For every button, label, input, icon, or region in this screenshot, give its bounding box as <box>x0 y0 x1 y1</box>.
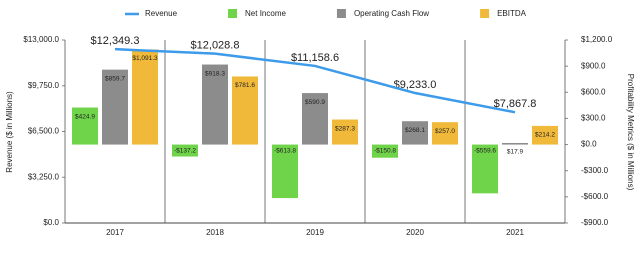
y2-tick-label: -$300.0 <box>581 166 609 175</box>
bar-value-label: $1,091.3 <box>132 55 158 62</box>
bar-value-label: -$559.6 <box>474 147 496 154</box>
y-tick-label: $9,750.0 <box>28 81 60 90</box>
line-value-label: $12,028.8 <box>191 40 240 52</box>
bar-value-label: $918.3 <box>205 70 225 77</box>
legend-label: Revenue <box>145 9 178 18</box>
bar-value-label: $17.9 <box>507 149 524 156</box>
bar-value-label: $287.3 <box>335 125 355 132</box>
legend-swatch <box>336 9 346 18</box>
bar <box>402 121 428 145</box>
y-tick-label: $3,250.0 <box>28 172 60 181</box>
bar-value-label: -$150.8 <box>374 147 396 154</box>
bar-value-label: -$137.2 <box>174 147 196 154</box>
x-tick-label: 2017 <box>106 228 124 237</box>
y2-tick-label: $600.0 <box>581 87 606 96</box>
bar-value-label: $859.7 <box>105 75 125 82</box>
bar-value-label: $214.2 <box>535 132 555 139</box>
y2-tick-label: $0.0 <box>581 140 597 149</box>
legend-label: Operating Cash Flow <box>354 9 429 18</box>
y2-tick-label: $300.0 <box>581 114 606 123</box>
bar-value-label: $781.6 <box>235 82 255 89</box>
bar <box>532 125 558 145</box>
y-axis-title: Revenue ($ in Millions) <box>5 91 14 173</box>
bar <box>232 76 258 145</box>
bar <box>102 69 128 145</box>
bar <box>472 144 498 194</box>
line-value-label: $7,867.8 <box>494 98 537 110</box>
bar <box>172 144 198 157</box>
legend-label: EBITDA <box>497 9 527 18</box>
y-tick-label: $0.0 <box>43 218 59 227</box>
bar-value-label: $590.9 <box>305 99 325 106</box>
y2-tick-label: $900.0 <box>581 61 606 70</box>
bar <box>302 93 328 145</box>
line-value-label: $11,158.6 <box>291 52 339 64</box>
bar <box>372 144 398 158</box>
x-tick-label: 2018 <box>206 228 224 237</box>
x-tick-label: 2019 <box>306 228 324 237</box>
y2-axis-title: Profitability Metrics ($ in Millions) <box>626 74 635 191</box>
bar-value-label: $268.1 <box>405 127 425 134</box>
bar-value-label: $257.0 <box>435 128 455 135</box>
legend-label: Net Income <box>245 9 286 18</box>
bar <box>432 122 458 145</box>
x-tick-label: 2020 <box>406 228 424 237</box>
line-value-label: $9,233.0 <box>394 79 437 91</box>
y2-tick-label: -$600.0 <box>581 192 609 201</box>
bar <box>72 107 98 145</box>
bar <box>332 119 358 145</box>
legend-swatch <box>228 9 238 18</box>
y-tick-label: $13,000.0 <box>23 35 59 44</box>
y2-tick-label: -$900.0 <box>581 218 609 227</box>
bar <box>502 143 528 145</box>
line-value-label: $12,349.3 <box>91 35 140 47</box>
bar <box>202 64 228 145</box>
y-tick-label: $6,500.0 <box>28 127 60 136</box>
line <box>114 47 516 114</box>
x-tick-label: 2021 <box>506 228 524 237</box>
bar <box>272 144 298 199</box>
legend-swatch <box>480 9 490 18</box>
bar <box>132 49 158 145</box>
y2-tick-label: $1,200.0 <box>581 35 613 44</box>
bar-value-label: -$613.8 <box>274 147 296 154</box>
bar-value-label: $424.9 <box>75 113 95 120</box>
